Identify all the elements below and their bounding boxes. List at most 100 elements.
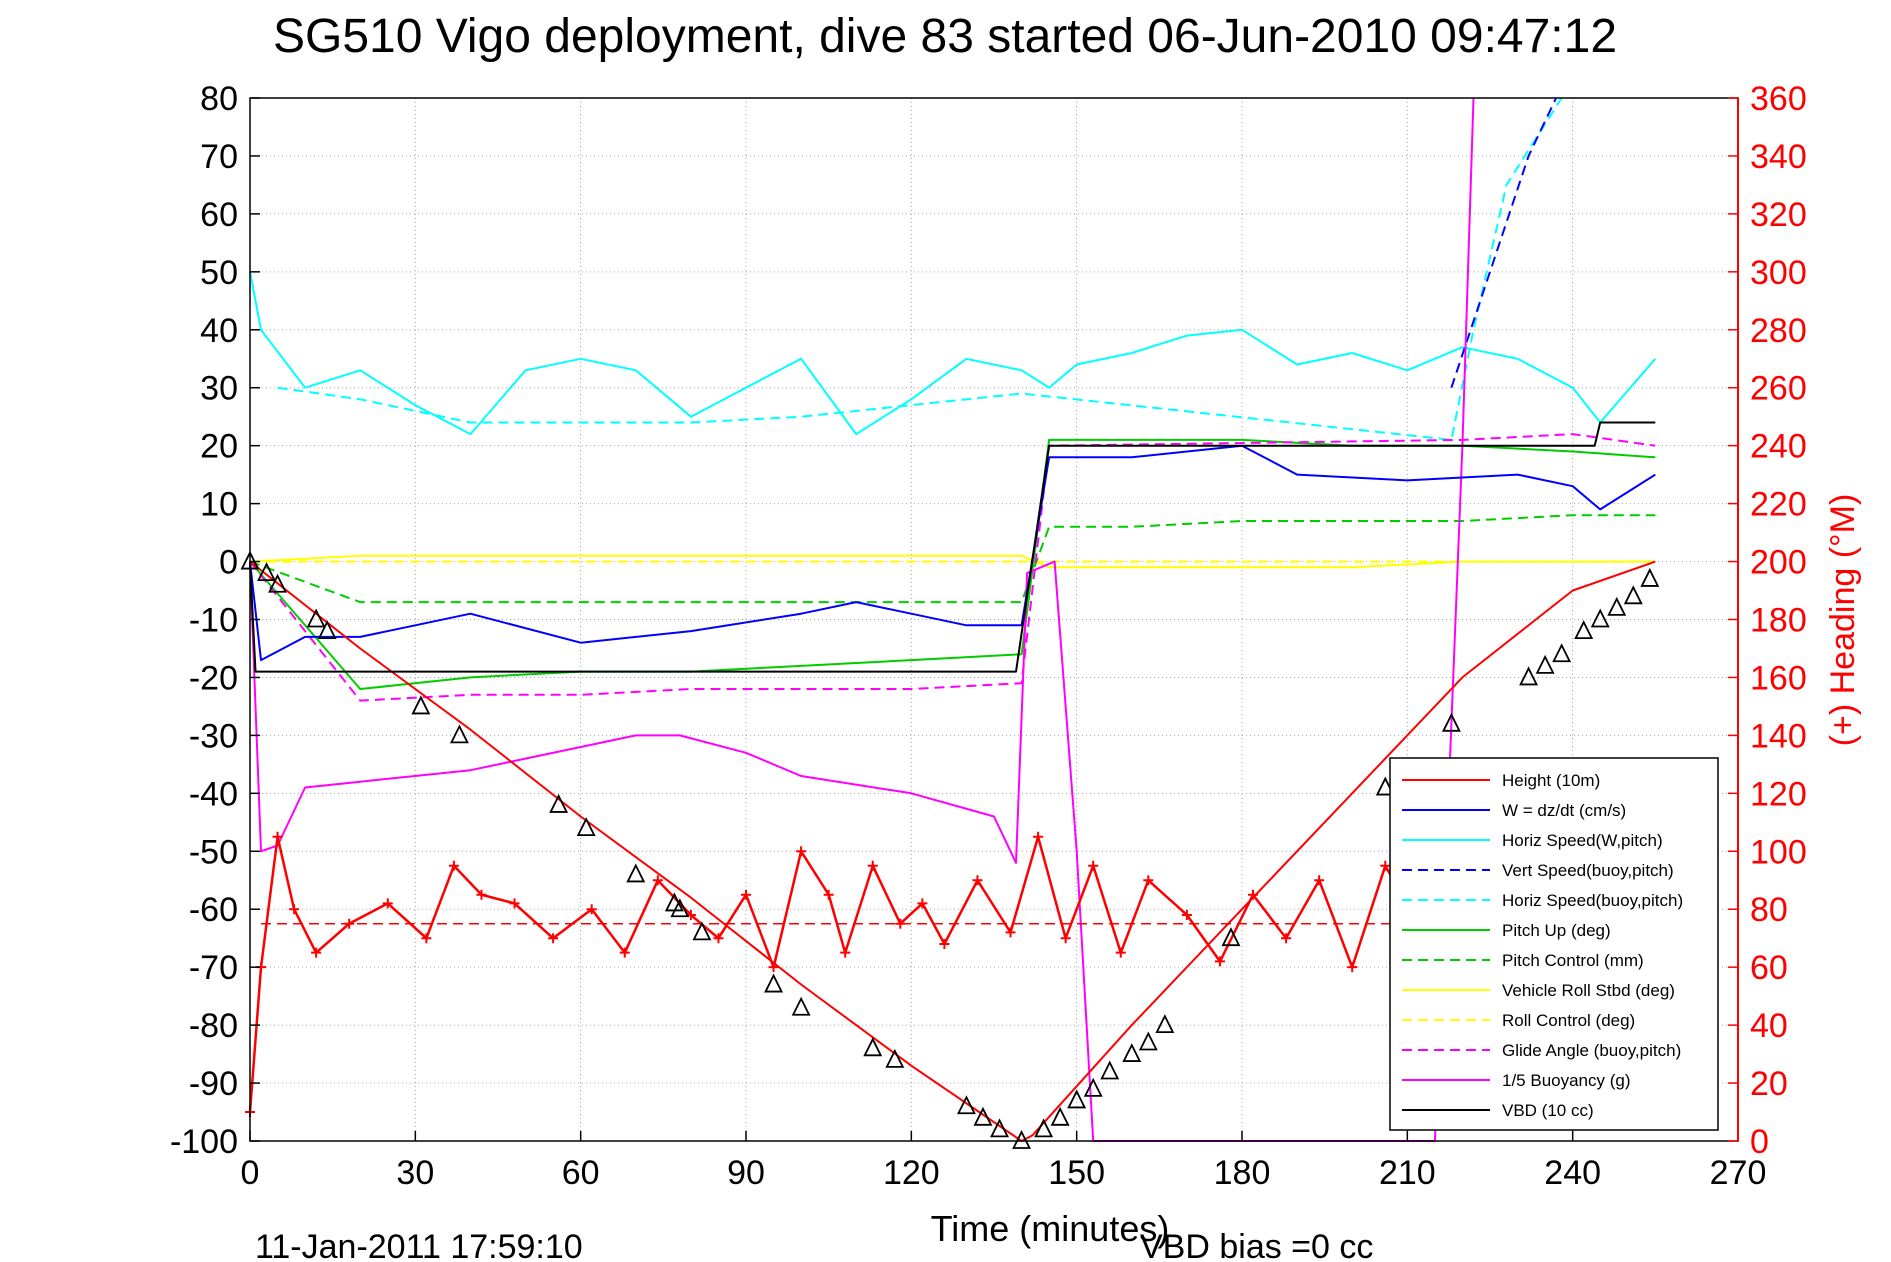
height-marker xyxy=(1552,643,1572,663)
height-marker xyxy=(885,1048,905,1068)
height-marker xyxy=(626,863,646,883)
legend-box xyxy=(1389,757,1719,1131)
right-tick-label: 260 xyxy=(1750,370,1807,408)
y-tick-label: 10 xyxy=(200,486,238,524)
height-marker-layer xyxy=(240,550,1660,1149)
height-marker xyxy=(956,1095,976,1115)
height-marker xyxy=(1607,596,1627,616)
y-tick-label: -40 xyxy=(189,775,238,813)
y-tick-label: 50 xyxy=(200,254,238,292)
footer-vbd-bias: VBD bias =0 cc xyxy=(1140,1228,1373,1262)
right-tick-label: 180 xyxy=(1750,602,1807,640)
height-marker xyxy=(1122,1043,1142,1062)
height-marker xyxy=(317,620,337,639)
heading-point xyxy=(289,904,300,915)
x-tick-label: 60 xyxy=(562,1154,600,1192)
x-tick-label: 30 xyxy=(396,1154,434,1192)
series-horiz-speed-w-pitch xyxy=(249,271,1657,436)
height-marker xyxy=(306,608,326,628)
right-tick-label: 340 xyxy=(1750,138,1807,176)
heading-point xyxy=(272,831,283,842)
legend-label: Glide Angle (buoy,pitch) xyxy=(1502,1041,1681,1060)
right-axis-label: (+) Heading (°M) xyxy=(1824,494,1862,747)
height-marker xyxy=(411,695,431,715)
height-marker xyxy=(1050,1106,1070,1126)
height-marker xyxy=(1441,712,1461,732)
heading-point xyxy=(382,898,393,909)
x-axis-label: Time (minutes) xyxy=(931,1208,1170,1249)
height-marker xyxy=(973,1106,993,1126)
heading-point xyxy=(1088,860,1099,871)
y-tick-label: -50 xyxy=(189,833,238,871)
right-tick-label: 160 xyxy=(1750,659,1807,697)
right-tick-label: 40 xyxy=(1750,1007,1788,1045)
heading-point xyxy=(652,875,663,886)
height-marker xyxy=(670,898,690,918)
height-marker xyxy=(1100,1060,1120,1080)
heading-point xyxy=(1033,831,1044,842)
height-marker xyxy=(1083,1077,1103,1097)
heading-point xyxy=(619,947,630,958)
height-marker xyxy=(1155,1014,1175,1034)
series-glide-angle-buoy-pitch xyxy=(249,433,1656,702)
height-marker xyxy=(1519,666,1539,686)
heading-point xyxy=(823,889,834,900)
x-tick-label: 240 xyxy=(1544,1154,1601,1192)
height-marker xyxy=(990,1118,1009,1138)
y-tick-label: -90 xyxy=(189,1065,238,1103)
y-tick-label: 30 xyxy=(200,370,238,408)
heading-point xyxy=(1005,927,1016,938)
heading-point xyxy=(1214,956,1225,967)
heading-point xyxy=(796,846,807,857)
heading-point xyxy=(1281,933,1292,944)
x-tick-label: 150 xyxy=(1048,1154,1105,1192)
height-marker xyxy=(863,1037,883,1057)
heading-point xyxy=(972,875,983,886)
height-marker xyxy=(791,996,811,1016)
axes: 0 30 60 90 120 150 180 210 240 270 80 70 60 50 40 30 20 1… xyxy=(170,80,1807,1192)
heading-point xyxy=(1347,962,1358,973)
heading-point xyxy=(548,933,559,944)
height-marker xyxy=(268,573,288,593)
chart-title: SG510 Vigo deployment, dive 83 started 0… xyxy=(273,10,1617,63)
series-w-dz-dt-cm-s xyxy=(249,444,1656,662)
y-tick-label: 0 xyxy=(219,544,238,582)
heading-point xyxy=(476,889,487,900)
heading-point xyxy=(344,918,355,929)
heading-point xyxy=(421,933,432,944)
legend-label: Pitch Control (mm) xyxy=(1502,951,1644,970)
right-tick-label: 320 xyxy=(1750,196,1807,234)
y-tick-label: 70 xyxy=(200,138,238,176)
heading-point xyxy=(1248,889,1259,900)
height-marker xyxy=(257,562,276,582)
right-tick-label: 200 xyxy=(1750,544,1807,582)
legend-label: Vehicle Roll Stbd (deg) xyxy=(1502,981,1675,1000)
heading-point xyxy=(1060,933,1071,944)
height-marker xyxy=(1138,1031,1158,1051)
right-tick-label: 0 xyxy=(1750,1123,1769,1161)
x-tick-label: 90 xyxy=(727,1154,765,1192)
height-marker xyxy=(1535,654,1555,674)
heading-point xyxy=(1143,875,1154,886)
y-tick-label: 40 xyxy=(200,312,238,350)
right-tick-label: 240 xyxy=(1750,428,1807,466)
heading-point xyxy=(867,860,878,871)
right-tick-label: 140 xyxy=(1750,717,1807,755)
right-tick-label: 360 xyxy=(1750,80,1807,118)
x-tick-label: 180 xyxy=(1214,1154,1271,1192)
right-tick-label: 300 xyxy=(1750,254,1807,292)
legend-label: Roll Control (deg) xyxy=(1502,1011,1635,1030)
heading-point xyxy=(1115,947,1126,958)
right-tick-label: 280 xyxy=(1750,312,1807,350)
height-marker xyxy=(576,817,596,836)
y-tick-label: 60 xyxy=(200,196,238,234)
y-tick-label: -10 xyxy=(189,602,238,640)
heading-point xyxy=(509,898,520,909)
height-marker xyxy=(1623,585,1643,605)
height-marker xyxy=(1221,927,1241,947)
height-marker xyxy=(1574,620,1594,639)
y-tick-label: -60 xyxy=(189,891,238,929)
heading-point xyxy=(840,947,851,958)
y-tick-label: -100 xyxy=(170,1123,238,1161)
